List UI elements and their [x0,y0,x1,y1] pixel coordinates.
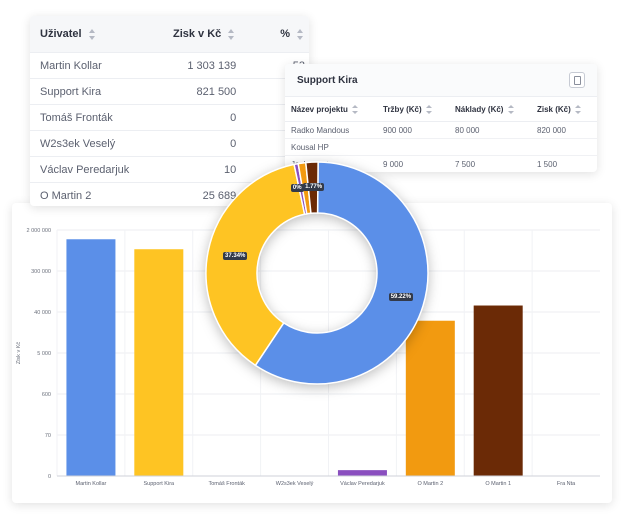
project-costs: 7 500 [455,159,476,169]
y-tick-label: 300 000 [31,269,51,275]
y-tick-label: 40 000 [34,310,51,316]
project-revenue: 900 000 [383,125,412,135]
bar [337,470,387,476]
x-tick-label: W2s3ek Veselý [276,481,314,487]
table-row[interactable]: Kousal HP [285,139,597,156]
donut-slice-label: 37.34% [223,251,248,260]
x-tick-label: O Martin 2 [417,481,443,487]
y-tick-label: 2 000 000 [27,228,51,234]
donut-svg [205,161,429,385]
table-header: Uživatel Zisk v Kč % [30,16,309,52]
sort-icon[interactable] [88,28,97,40]
bar [473,305,523,476]
y-tick-label: 0 [48,474,51,480]
project-profit: 1 500 [537,159,558,169]
table-row[interactable]: Martin Kollar 1 303 139 53 [30,52,309,78]
user-profit: 10 [224,163,237,176]
donut-slice-label: 1.77% [303,182,325,191]
project-name: Radko Mandous [291,125,350,135]
profit-bar-chart: 0 70 600 5 000 40 000 300 000 2 000 000 Zisk v … [16,228,600,487]
sort-icon[interactable] [507,104,514,114]
user-profit: 821 500 [196,85,237,98]
table-row[interactable]: W2s3ek Veselý 0 [30,130,309,156]
column-header-percent-label: % [280,28,290,40]
profit-share-donut-chart: 59.22% 37.34% 0% 1.77% [203,159,431,387]
user-profit: 0 [230,137,237,150]
project-profit: 820 000 [537,125,566,135]
column-header-profit[interactable]: Zisk v Kč [158,28,237,40]
column-header-percent[interactable]: % [236,28,309,40]
sort-icon[interactable] [426,104,433,114]
column-header-user-label: Uživatel [40,28,82,40]
user-name: Support Kira [40,85,102,98]
column-header-user[interactable]: Uživatel [30,28,158,40]
table-row[interactable]: O Martin 2 25 689 [30,182,309,206]
project-name: Kousal HP [291,142,329,152]
sort-icon[interactable] [352,104,359,114]
y-tick-label: 600 [42,392,51,398]
x-tick-label: O Martin 1 [485,481,511,487]
y-axis-label: Zisk v Kč [16,342,22,365]
user-name: Tomáš Fronták [40,111,113,124]
column-header-profit[interactable]: Zisk (Kč) [537,104,597,114]
user-profit: 25 689 [202,189,237,202]
sort-icon[interactable] [296,28,305,40]
y-tick-label: 5 000 [37,351,51,357]
column-header-costs[interactable]: Náklady (Kč) [455,104,537,114]
document-export-icon[interactable] [569,72,585,88]
sort-icon[interactable] [575,104,582,114]
support-card-title: Support Kira [297,74,358,86]
table-row[interactable]: Tomáš Fronták 0 [30,104,309,130]
donut-slice [205,163,306,367]
user-name: Václav Peredarjuk [40,163,130,176]
user-name: Martin Kollar [40,59,102,72]
table-row[interactable]: Radko Mandous 900 000 80 000 820 000 [285,122,597,139]
bar [134,249,184,476]
support-card-header: Support Kira [285,64,597,97]
users-profit-table: Uživatel Zisk v Kč % Martin Kollar 1 303… [30,16,309,206]
x-tick-label: Support Kira [144,481,176,487]
project-costs: 80 000 [455,125,480,135]
column-header-project-label: Název projektu [291,104,348,114]
support-kira-card: Support Kira Název projektu Tržby (Kč) N… [285,64,597,172]
column-header-revenue[interactable]: Tržby (Kč) [383,104,455,114]
donut-slice [254,161,429,385]
x-tick-label: Fra Nta [557,481,576,487]
table-row[interactable]: Support Kira 821 500 3 [30,78,309,104]
column-header-revenue-label: Tržby (Kč) [383,104,422,114]
bar [66,239,116,476]
user-name: O Martin 2 [40,189,92,202]
column-header-project[interactable]: Název projektu [285,104,383,114]
x-tick-label: Martin Kollar [76,481,107,487]
x-tick-label: Václav Peredarjuk [340,481,385,487]
column-header-profit-label: Zisk (Kč) [537,104,571,114]
x-tick-label: Tomáš Fronták [209,481,246,487]
project-revenue: 9 000 [383,159,404,169]
table-row[interactable]: Václav Peredarjuk 10 [30,156,309,182]
donut-slice-label: 59.22% [388,293,414,302]
sort-icon[interactable] [227,28,236,40]
y-tick-label: 70 [45,433,51,439]
user-name: W2s3ek Veselý [40,137,116,150]
user-profit: 0 [230,111,237,124]
bar [405,320,455,476]
user-profit: 1 303 139 [187,59,237,72]
column-header-profit-label: Zisk v Kč [172,28,222,40]
support-table-header: Název projektu Tržby (Kč) Náklady (Kč) Z… [285,97,597,122]
column-header-costs-label: Náklady (Kč) [455,104,504,114]
bar-chart-card: 0 70 600 5 000 40 000 300 000 2 000 000 Zisk v … [12,203,612,503]
donut-slice-label: 0% [290,184,304,193]
